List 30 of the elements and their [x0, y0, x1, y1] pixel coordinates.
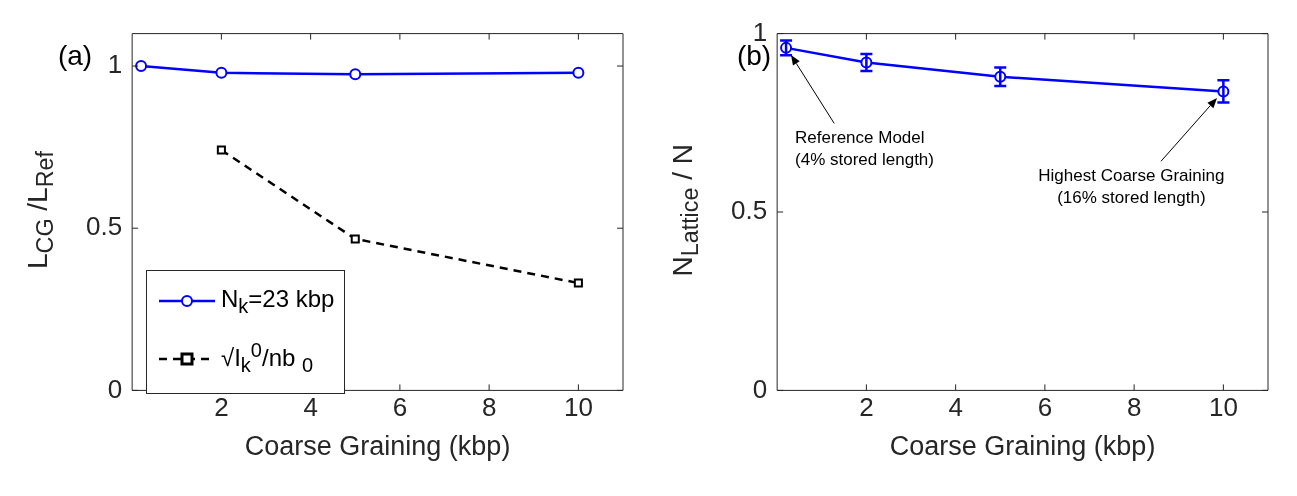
annotation: Reference Model (4% stored length) — [795, 128, 934, 170]
x-tick-label: 10 — [563, 392, 593, 423]
annotation: Highest Coarse Graining (16% stored length) — [1038, 165, 1225, 207]
point — [216, 145, 226, 155]
y-tick-label: 0 — [752, 373, 768, 404]
x-axis-title: Coarse Graining (kbp) — [889, 431, 1156, 462]
x-tick-label: 4 — [303, 392, 318, 423]
point — [135, 60, 148, 73]
x-tick-label: 2 — [859, 392, 874, 423]
point — [215, 66, 228, 79]
x-tick-label: 2 — [214, 392, 229, 423]
chart-title: (b) — [736, 40, 772, 72]
y-tick-label: 0.5 — [85, 211, 123, 242]
y-tick-label: 0.5 — [730, 195, 768, 226]
legend-label: √I$_{k}$$^{0}$/nb $_{0}$ — [221, 338, 314, 376]
point — [349, 68, 362, 81]
point — [350, 234, 360, 244]
legend-label: N$_{k}$=23 kbp — [221, 285, 335, 317]
x-tick-label: 8 — [1126, 392, 1142, 423]
x-tick-label: 6 — [392, 392, 408, 423]
x-tick-label: 6 — [1037, 392, 1053, 423]
y-tick-label: 0 — [107, 373, 123, 404]
y-tick-label: 1 — [107, 49, 123, 80]
x-tick-label: 4 — [948, 392, 963, 423]
x-tick-label: 8 — [481, 392, 497, 423]
point — [573, 278, 583, 288]
x-tick-label: 10 — [1208, 392, 1238, 423]
chart-title: (a) — [57, 40, 93, 72]
x-axis-title: Coarse Graining (kbp) — [244, 431, 511, 462]
point — [572, 66, 585, 79]
